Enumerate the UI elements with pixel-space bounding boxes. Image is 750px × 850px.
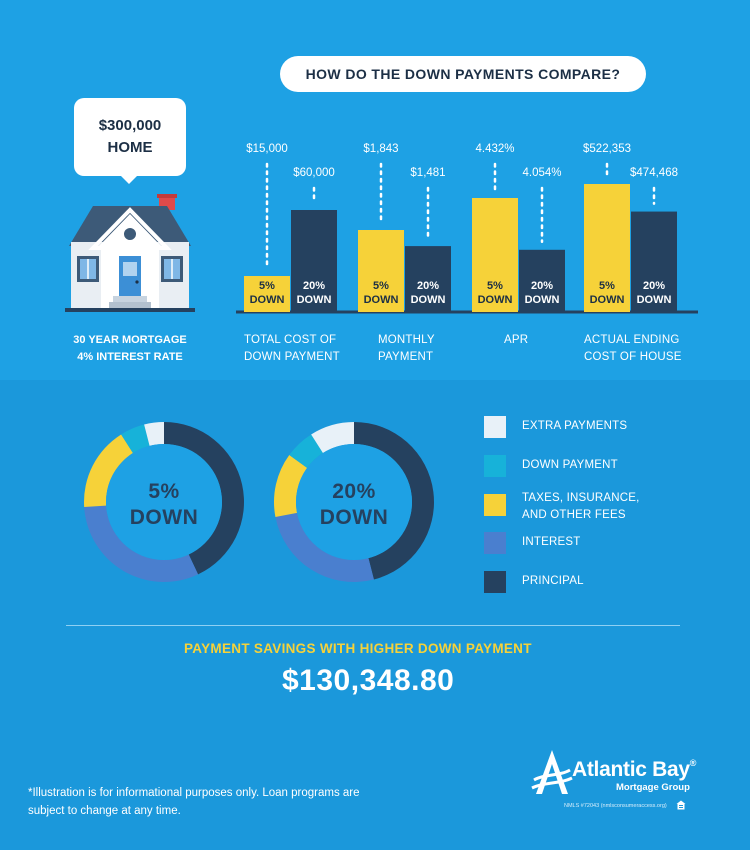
category-label-line: TOTAL COST OF [244,334,337,346]
legend-label: DOWN PAYMENT [522,457,618,474]
bar-series-label: 20% [531,280,553,292]
brand-name: Atlantic Bay® [572,758,696,782]
legend-swatch [484,494,506,516]
brand-name-text: Atlantic Bay [572,758,690,781]
legend-swatch [484,571,506,593]
bubble-tail [119,174,139,184]
bar-series-label: DOWN [590,294,625,306]
legend-label-line: PRINCIPAL [522,575,584,587]
bar-5-down [244,276,290,312]
bar-series-label: 20% [303,280,325,292]
legend-swatch [484,455,506,477]
legend-label: PRINCIPAL [522,573,584,590]
registered-mark: ® [689,758,697,768]
bar-20-down [631,211,677,312]
category-label: MONTHLY PAYMENT [378,332,435,366]
bar-series-label: 5% [373,280,389,292]
bar-5-down [472,198,518,312]
interest-rate: 4% INTEREST RATE [77,351,183,363]
disclaimer-line-2: subject to change at any time. [28,805,181,817]
bar-value-label: 4.054% [522,167,561,179]
legend-label: TAXES, INSURANCE, AND OTHER FEES [522,490,640,524]
legend-swatch [484,532,506,554]
bar-20-down [519,249,565,312]
nmls-number: NMLS #72043 (nmlsconsumeraccess.org) [564,803,667,809]
legend-label: EXTRA PAYMENTS [522,418,627,435]
bar-series-label: 5% [599,280,615,292]
bar-series-label: DOWN [637,294,672,306]
bar-series-label: 5% [487,280,503,292]
legend-label-line: EXTRA PAYMENTS [522,420,628,432]
bar-series-label: 20% [417,280,439,292]
bar-value-label: $60,000 [293,167,335,179]
category-label: ACTUAL ENDING COST OF HOUSE [584,332,682,366]
divider [66,625,680,626]
bar-value-label: 4.432% [475,143,514,155]
bar-value-label: $1,843 [363,143,398,155]
category-label-line: ACTUAL ENDING [584,334,680,346]
bar-5-down [584,184,630,312]
savings-label: PAYMENT SAVINGS WITH HIGHER DOWN PAYMENT [184,641,532,656]
house-icon [65,194,195,312]
category-label-line: MONTHLY [378,334,435,346]
category-label-line: APR [504,334,529,346]
bar-series-label: DOWN [364,294,399,306]
category-label-line: COST OF HOUSE [584,351,682,363]
bar-5-down [358,230,404,312]
category-label-line: DOWN PAYMENT [244,351,340,363]
house-caption: 30 YEAR MORTGAGE 4% INTEREST RATE [55,332,205,366]
bar-chart: 5% DOWN $15,000 20% DOWN $60,000 5% DOWN $1,843 2… [236,143,698,314]
disclaimer-line-1: *Illustration is for informational purpo… [28,787,360,799]
category-label: TOTAL COST OF DOWN PAYMENT [244,332,340,366]
legend-label-line: AND OTHER FEES [522,509,626,521]
brand-subtitle: Mortgage Group [616,782,690,793]
legend-label-line: TAXES, INSURANCE, [522,492,640,504]
bar-series-label: 5% [259,280,275,292]
home-price: $300,000 [98,117,162,134]
page-title: HOW DO THE DOWN PAYMENTS COMPARE? [280,56,646,92]
category-label-line: PAYMENT [378,351,434,363]
bar-value-label: $15,000 [246,143,288,155]
legend-label-line: DOWN PAYMENT [522,459,618,471]
bar-20-down [291,210,337,312]
bar-series-label: DOWN [525,294,560,306]
legend-swatch [484,416,506,438]
bar-series-label: DOWN [297,294,332,306]
home-label: HOME [107,139,153,156]
bar-series-label: DOWN [250,294,285,306]
equal-housing-icon [676,800,686,810]
mortgage-term: 30 YEAR MORTGAGE [73,334,187,346]
home-price-bubble: $300,000 HOME [74,98,186,176]
legend-label-line: INTEREST [522,536,581,548]
disclaimer: *Illustration is for informational purpo… [28,784,428,820]
sail-logo-icon [531,750,573,794]
bar-value-label: $1,481 [410,167,445,179]
bar-20-down [405,246,451,312]
category-label: APR [504,332,528,349]
bar-value-label: $522,353 [583,143,631,155]
bar-series-label: DOWN [478,294,513,306]
bar-series-label: DOWN [411,294,446,306]
bar-series-label: 20% [643,280,665,292]
legend-label: INTEREST [522,534,580,551]
bar-value-label: $474,468 [630,167,678,179]
brand-logo: Atlantic Bay® Mortgage Group NMLS #72043… [530,748,730,818]
savings-value: $130,348.80 [282,664,455,697]
